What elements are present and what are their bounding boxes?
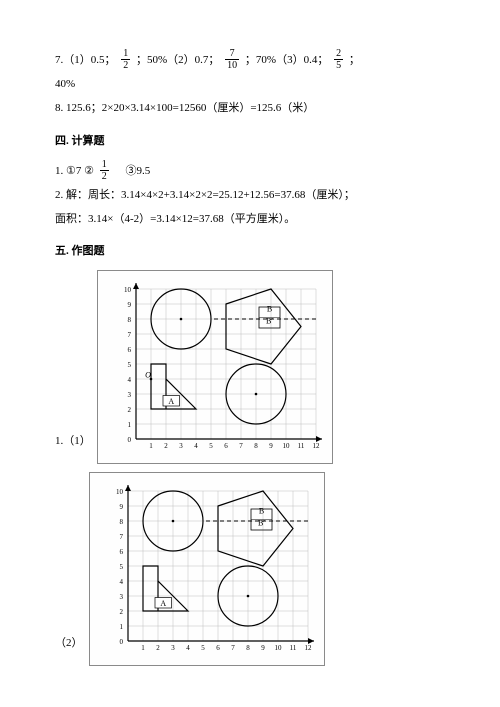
p7-prefix: 7.（1）0.5； <box>55 54 116 66</box>
fraction-7-10: 710 <box>225 48 239 71</box>
svg-text:B′: B′ <box>257 518 264 527</box>
svg-text:1: 1 <box>119 623 123 631</box>
section-5-heading: 五. 作图题 <box>55 239 445 263</box>
svg-text:8: 8 <box>254 442 258 450</box>
diagram-2-row: （2） 123456789101112012345678910BB′A <box>55 472 445 666</box>
svg-text:2: 2 <box>156 644 160 652</box>
problem-8: 8. 125.6；2×20×3.14×100=12560（厘米）=125.6（米… <box>55 96 445 120</box>
svg-text:12: 12 <box>312 442 320 450</box>
diagram-2-box: 123456789101112012345678910BB′A <box>89 472 325 666</box>
svg-text:0: 0 <box>127 436 131 444</box>
svg-text:10: 10 <box>124 286 132 294</box>
svg-text:9: 9 <box>261 644 265 652</box>
svg-text:B′: B′ <box>266 316 273 325</box>
calc-q2b: 面积：3.14×（4-2）=3.14×12=37.68（平方厘米）。 <box>55 207 445 231</box>
fraction-1-2b: 12 <box>100 159 109 182</box>
svg-text:4: 4 <box>119 578 123 586</box>
svg-text:4: 4 <box>127 376 131 384</box>
svg-text:8: 8 <box>246 644 250 652</box>
svg-text:B: B <box>258 506 263 515</box>
svg-text:6: 6 <box>216 644 220 652</box>
svg-text:8: 8 <box>119 518 123 526</box>
calc-q2a: 2. 解：周长：3.14×4×2+3.14×2×2=25.12+12.56=37… <box>55 183 445 207</box>
svg-text:9: 9 <box>269 442 273 450</box>
svg-text:4: 4 <box>186 644 190 652</box>
section-4-heading: 四. 计算题 <box>55 129 445 153</box>
svg-text:4: 4 <box>194 442 198 450</box>
svg-text:11: 11 <box>297 442 304 450</box>
diagram-1-box: 123456789101112012345678910BB′AO <box>97 270 333 464</box>
svg-text:1: 1 <box>149 442 153 450</box>
svg-text:1: 1 <box>141 644 145 652</box>
svg-text:2: 2 <box>127 406 131 414</box>
svg-text:9: 9 <box>127 301 131 309</box>
svg-text:12: 12 <box>304 644 312 652</box>
svg-text:A: A <box>168 396 174 405</box>
diagram-1-row: 1.（1） 123456789101112012345678910BB′AO <box>55 270 445 464</box>
q1-tail: ③9.5 <box>114 165 150 177</box>
p7-tail: ； <box>349 54 360 66</box>
svg-text:5: 5 <box>119 563 123 571</box>
svg-text:2: 2 <box>119 608 123 616</box>
svg-text:8: 8 <box>127 316 131 324</box>
diagram-2-label: （2） <box>55 631 83 665</box>
problem-7-line1: 7.（1）0.5； 12 ；50%（2）0.7； 710 ；70%（3）0.4；… <box>55 48 445 72</box>
diagram-1-label: 1.（1） <box>55 429 91 463</box>
svg-text:B: B <box>267 304 272 313</box>
p7-mid1: ；50%（2）0.7； <box>136 54 219 66</box>
svg-text:7: 7 <box>231 644 235 652</box>
svg-text:2: 2 <box>164 442 168 450</box>
q1-prefix: 1. ①7 ② <box>55 165 94 177</box>
svg-text:1: 1 <box>127 421 131 429</box>
svg-text:7: 7 <box>239 442 243 450</box>
svg-text:A: A <box>160 598 166 607</box>
problem-7-line2: 40% <box>55 72 445 96</box>
diagram-1-svg: 123456789101112012345678910BB′AO <box>104 277 326 457</box>
svg-text:10: 10 <box>274 644 282 652</box>
svg-text:10: 10 <box>282 442 290 450</box>
svg-text:6: 6 <box>127 346 131 354</box>
svg-text:3: 3 <box>179 442 183 450</box>
svg-text:0: 0 <box>119 638 123 646</box>
svg-text:3: 3 <box>171 644 175 652</box>
svg-text:11: 11 <box>289 644 296 652</box>
diagram-2-svg: 123456789101112012345678910BB′A <box>96 479 318 659</box>
svg-text:6: 6 <box>224 442 228 450</box>
svg-text:9: 9 <box>119 503 123 511</box>
fraction-1-2: 12 <box>121 48 130 71</box>
fraction-2-5: 25 <box>334 48 343 71</box>
p7-mid2: ；70%（3）0.4； <box>245 54 328 66</box>
svg-text:6: 6 <box>119 548 123 556</box>
calc-q1: 1. ①7 ② 12 ③9.5 <box>55 159 445 183</box>
svg-text:5: 5 <box>201 644 205 652</box>
svg-text:3: 3 <box>127 391 131 399</box>
svg-text:10: 10 <box>116 488 124 496</box>
svg-text:5: 5 <box>209 442 213 450</box>
svg-text:3: 3 <box>119 593 123 601</box>
svg-text:7: 7 <box>119 533 123 541</box>
svg-text:7: 7 <box>127 331 131 339</box>
svg-text:5: 5 <box>127 361 131 369</box>
